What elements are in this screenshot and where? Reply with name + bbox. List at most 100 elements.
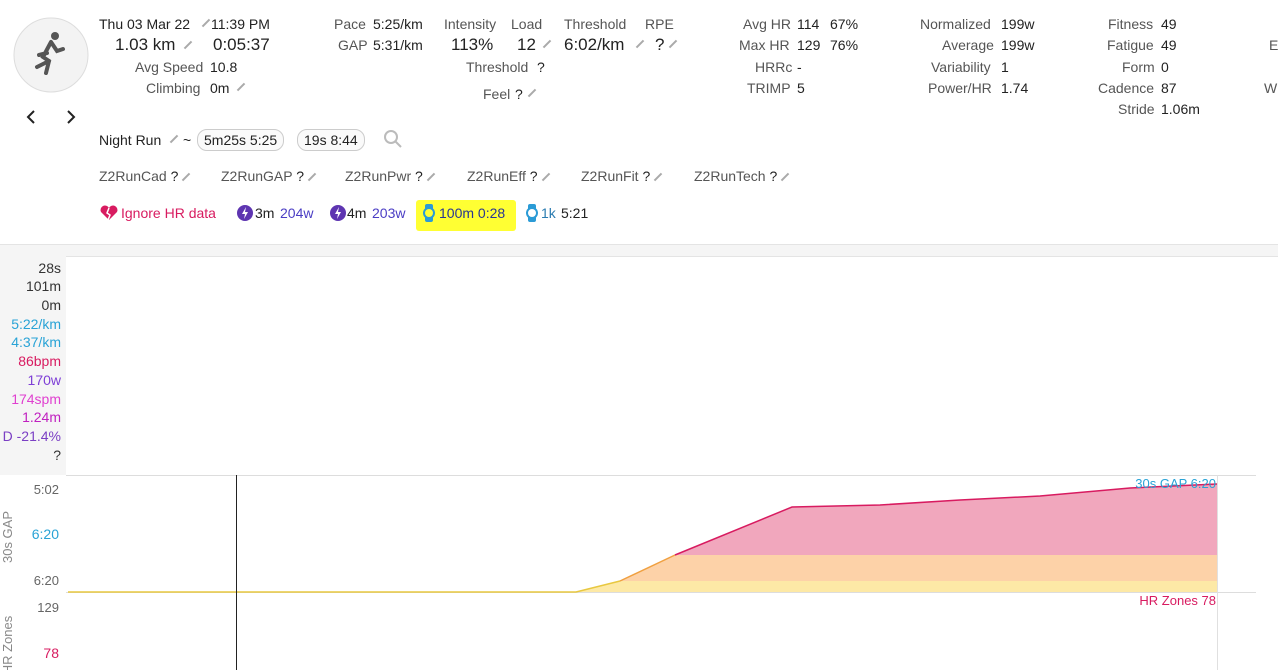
series-label: HR Zones 78 [1139, 593, 1216, 608]
legend-panel [0, 256, 66, 475]
value: 6:02/km [564, 35, 625, 54]
label: Feel [483, 86, 511, 102]
edit-icon[interactable] [781, 173, 790, 182]
custom-field[interactable]: Z2RunTech ? [694, 167, 793, 185]
edit-icon[interactable] [654, 173, 663, 182]
edit-icon[interactable] [201, 18, 211, 28]
legend-item: 174spm [11, 391, 61, 407]
label: RPE [645, 16, 674, 32]
custom-field[interactable]: Z2RunFit ? [581, 167, 666, 185]
axis-tick: 6:20 [32, 526, 59, 542]
label: Intensity [444, 16, 497, 32]
value: 0 [1161, 59, 1169, 75]
value: 199w [1001, 37, 1035, 53]
series-label: 30s GAP 6:20 [1135, 476, 1216, 491]
edit-icon[interactable] [307, 173, 317, 182]
value: ? [515, 86, 523, 102]
value: 1 [1001, 59, 1009, 75]
effort-time: 0:28 [477, 205, 506, 221]
custom-field[interactable]: Z2RunCad ? [99, 167, 194, 185]
label: Load [511, 16, 543, 32]
interval-chip[interactable]: 19s 8:44 [297, 129, 365, 151]
label: Z2RunPwr [345, 168, 412, 184]
nav-arrows[interactable] [22, 108, 82, 126]
effort-value[interactable]: 203w [372, 205, 406, 221]
legend-item: 170w [27, 372, 61, 388]
label: Z2RunTech [694, 168, 766, 184]
effort-value[interactable]: 204w [280, 205, 314, 221]
value: 1.74 [1001, 80, 1029, 96]
edit-icon[interactable] [182, 173, 191, 182]
edit-icon[interactable] [542, 39, 552, 49]
legend-item: 101m [25, 278, 61, 294]
cut-off-label: W [1264, 80, 1278, 96]
label: Z2RunFit [581, 168, 639, 184]
interval-chip[interactable]: 5m25s 5:25 [197, 129, 285, 151]
label: Cadence [1098, 80, 1155, 96]
value: ? [170, 168, 179, 184]
label: Avg HR [743, 16, 791, 32]
value: ? [769, 168, 778, 184]
legend-item: 28s [38, 260, 61, 276]
edit-icon[interactable] [635, 39, 645, 49]
label: HRRc [755, 59, 793, 75]
value: 49 [1161, 16, 1177, 32]
value: 1.06m [1161, 101, 1200, 117]
label: Threshold [564, 16, 627, 32]
value: 129 [797, 37, 821, 53]
edit-icon[interactable] [527, 88, 537, 98]
edit-icon[interactable] [426, 173, 436, 182]
label: Form [1122, 59, 1155, 75]
value: ? [642, 168, 651, 184]
custom-field[interactable]: Z2RunPwr ? [345, 167, 439, 185]
activity-icon [13, 17, 89, 93]
effort[interactable]: 100m 0:28 [439, 204, 505, 222]
label: Z2RunEff [467, 168, 526, 184]
value: 76% [830, 37, 859, 53]
value: ? [655, 35, 665, 54]
legend-item: ? [53, 447, 61, 463]
tag[interactable]: Ignore HR data [121, 205, 216, 221]
legend-item: 1.24m [22, 409, 61, 425]
effort-distance[interactable]: 1k [541, 205, 556, 221]
value: - [797, 59, 802, 75]
value: 199w [1001, 16, 1035, 32]
axis-title: 30s GAP [0, 511, 15, 563]
axis-tick: 129 [37, 600, 59, 615]
effort-time[interactable]: 5:21 [561, 205, 589, 221]
label: Fitness [1108, 16, 1154, 32]
value: 0m [210, 80, 230, 96]
edit-icon[interactable] [183, 40, 193, 50]
effort-duration[interactable]: 4m [347, 205, 367, 221]
edit-icon[interactable] [541, 173, 550, 182]
search-icon[interactable] [382, 128, 404, 150]
custom-field[interactable]: Z2RunGAP ? [221, 167, 320, 185]
activity-name: Night Run [99, 132, 162, 148]
legend-item: 0m [41, 297, 61, 313]
effort-duration[interactable]: 3m [255, 205, 275, 221]
date: Thu 03 Mar 22 [99, 16, 191, 32]
edit-icon[interactable] [668, 39, 678, 49]
effort-distance: 100m [439, 205, 475, 221]
axis-tick: 5:02 [34, 482, 59, 497]
heart-icon [100, 205, 118, 221]
value: 5 [797, 80, 805, 96]
value: 114 [797, 16, 820, 32]
custom-field[interactable]: Z2RunEff ? [467, 167, 554, 185]
label: GAP [338, 37, 368, 53]
edit-icon[interactable] [169, 134, 179, 144]
power-icon [330, 205, 346, 221]
chart: 30s GAP HR Zones 5:02 6:20 6:20 129 78 3… [0, 475, 1256, 670]
value: 49 [1161, 37, 1177, 53]
divider [0, 244, 1278, 257]
edit-icon[interactable] [236, 82, 246, 92]
label: Z2RunCad [99, 168, 167, 184]
watch-icon [423, 204, 435, 222]
legend-item: D -21.4% [2, 428, 61, 444]
axis-title: HR Zones [0, 615, 15, 670]
label: Variability [931, 59, 991, 75]
value: 87 [1161, 80, 1177, 96]
label: TRIMP [747, 80, 791, 96]
value: 5:25/km [373, 16, 423, 32]
